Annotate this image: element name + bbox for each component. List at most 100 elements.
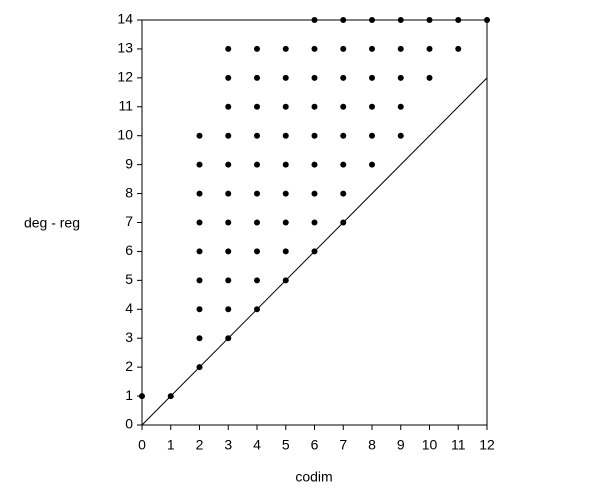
point: [139, 393, 145, 400]
point: [196, 277, 203, 284]
point: [369, 17, 375, 23]
point: [254, 103, 260, 110]
point: [196, 161, 203, 168]
point: [311, 45, 318, 52]
point: [254, 190, 260, 197]
point: [225, 306, 232, 313]
point: [311, 132, 318, 139]
point: [225, 132, 232, 139]
point: [455, 45, 462, 52]
y-tick-label: 2: [125, 358, 133, 374]
point: [196, 364, 203, 371]
x-tick-label: 2: [196, 437, 204, 453]
y-tick-label: 12: [117, 69, 133, 85]
point: [225, 45, 232, 52]
x-axis-label: codim: [295, 469, 332, 485]
point: [340, 161, 347, 168]
x-tick-label: 12: [479, 437, 495, 453]
point: [369, 132, 375, 139]
x-tick-label: 1: [167, 437, 175, 453]
point: [167, 393, 174, 400]
y-tick-label: 11: [118, 97, 133, 113]
point: [426, 74, 433, 81]
point: [196, 335, 203, 342]
y-tick-label: 14: [117, 11, 133, 27]
point: [196, 248, 203, 255]
x-tick-label: 7: [339, 437, 347, 453]
point: [196, 219, 203, 226]
point: [282, 277, 289, 284]
point: [254, 248, 260, 255]
point: [397, 132, 404, 139]
x-tick-label: 3: [224, 437, 232, 453]
point: [282, 248, 289, 255]
point: [340, 17, 347, 23]
point: [196, 132, 203, 139]
point: [369, 103, 375, 110]
y-tick-label: 4: [125, 300, 133, 316]
point: [340, 74, 347, 81]
point: [397, 103, 404, 110]
y-tick-label: 3: [125, 329, 133, 345]
point: [455, 17, 462, 23]
y-tick-label: 6: [125, 242, 133, 258]
point: [311, 17, 318, 23]
point: [311, 248, 318, 255]
x-tick-label: 11: [451, 437, 466, 453]
point: [311, 103, 318, 110]
point: [369, 161, 375, 168]
point: [282, 45, 289, 52]
point: [311, 219, 318, 226]
point: [340, 103, 347, 110]
point: [254, 306, 260, 313]
point: [282, 132, 289, 139]
y-tick-label: 1: [125, 387, 133, 403]
point: [225, 103, 232, 110]
point: [254, 74, 260, 81]
point: [369, 45, 375, 52]
point: [311, 190, 318, 197]
point: [282, 74, 289, 81]
point: [397, 17, 404, 23]
point: [225, 190, 232, 197]
point: [254, 219, 260, 226]
x-tick-label: 9: [397, 437, 405, 453]
point: [369, 74, 375, 81]
x-tick-label: 0: [138, 437, 146, 453]
point: [426, 17, 433, 23]
point: [225, 248, 232, 255]
point: [340, 132, 347, 139]
point: [225, 219, 232, 226]
point: [311, 161, 318, 168]
y-tick-label: 13: [117, 40, 133, 56]
point: [340, 45, 347, 52]
y-tick-label: 0: [125, 416, 133, 432]
point: [397, 45, 404, 52]
y-tick-label: 9: [125, 155, 133, 171]
x-tick-label: 8: [368, 437, 376, 453]
y-axis-label: deg - reg: [24, 215, 80, 231]
point: [225, 74, 232, 81]
point: [196, 306, 203, 313]
point: [311, 74, 318, 81]
point: [282, 219, 289, 226]
y-tick-label: 5: [125, 271, 133, 287]
point: [225, 335, 232, 342]
point: [254, 45, 260, 52]
point: [340, 219, 347, 226]
point: [196, 190, 203, 197]
y-tick-label: 10: [117, 126, 133, 142]
point: [282, 103, 289, 110]
point: [282, 161, 289, 168]
point: [225, 161, 232, 168]
point: [484, 17, 490, 23]
point: [426, 45, 433, 52]
point: [254, 277, 260, 284]
x-tick-label: 6: [311, 437, 319, 453]
y-tick-label: 7: [125, 213, 133, 229]
point: [254, 161, 260, 168]
point: [282, 190, 289, 197]
point: [397, 74, 404, 81]
x-tick-label: 10: [422, 437, 438, 453]
